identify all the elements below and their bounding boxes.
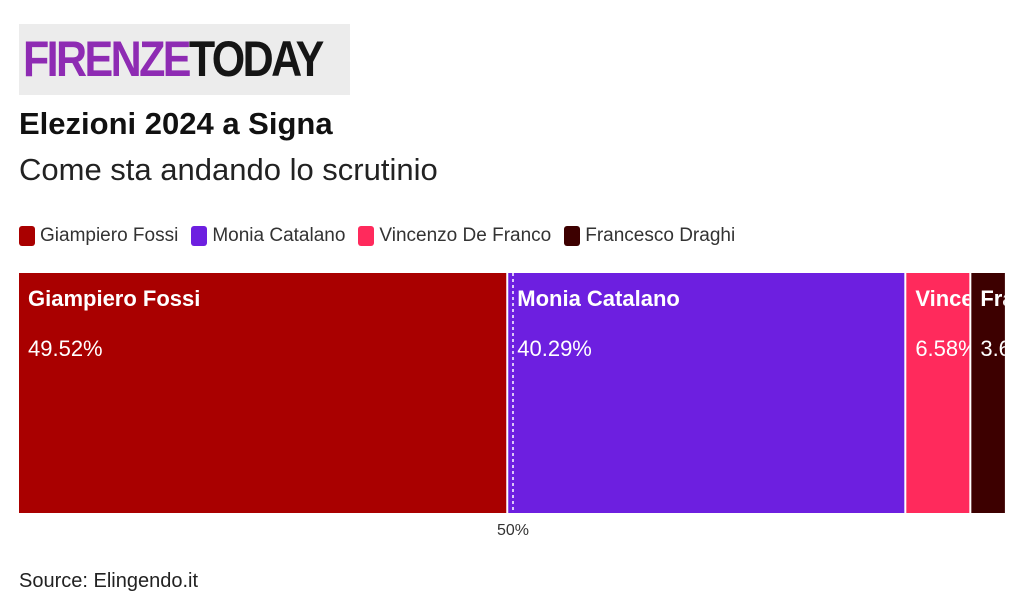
chart-title: Elezioni 2024 a Signa [19,106,333,141]
legend-item: Monia Catalano [191,225,345,247]
logo-part-today: TODAY [188,31,324,87]
legend-item: Giampiero Fossi [19,225,178,247]
bar-segment-group: Giampiero Fossi 49.52% [19,273,507,513]
chart-subtitle: Come sta andando lo scrutinio [19,152,438,187]
legend-swatch [191,226,208,246]
legend-swatch [564,226,581,246]
bar-segment-group: Francesco Draghi 3.6% [971,273,1007,513]
legend-swatch [358,226,375,246]
legend-label: Monia Catalano [212,225,346,246]
bar-segment-name-label: Giampiero Fossi [28,286,200,311]
legend-item: Vincenzo De Franco [358,225,551,247]
bar-segment-name-label: Vincenzo De Franco [915,286,1007,311]
legend-label: Giampiero Fossi [40,225,179,246]
legend-item: Francesco Draghi [564,225,735,247]
legend-swatch [19,226,35,246]
bar-segment-value-label: 49.52% [28,336,103,361]
chart-legend: Giampiero Fossi Monia Catalano Vincenzo De… [19,222,748,250]
source-note: Source: Elingendo.it [19,570,199,592]
bar-segment [906,273,970,513]
bar-segment-name-label: Monia Catalano [517,286,680,311]
legend-label: Francesco Draghi [585,225,736,246]
bar-segment-group: Monia Catalano 40.29% [508,273,905,513]
reference-line-label: 50% [496,522,530,539]
bar-segment-value-label: 40.29% [517,336,592,361]
legend-label: Vincenzo De Franco [379,225,552,246]
bar-segment-value-label: 6.58% [915,336,977,361]
logo-wordmark: FIRENZETODAY [23,30,324,88]
bar-segment-group: Vincenzo De Franco 6.58% [906,273,1007,513]
bar-segment [508,273,905,513]
logo-part-firenze: FIRENZE [23,31,191,87]
bar-segment [19,273,507,513]
bar-segment-name-label: Francesco Draghi [980,286,1007,311]
bar-segment [971,273,1005,513]
brand-logo: FIRENZETODAY [19,24,350,95]
bar-segment-value-label: 3.6% [980,336,1007,361]
stacked-bar-chart: Giampiero Fossi 49.52% Monia Catalano 40.29… [19,273,1007,513]
